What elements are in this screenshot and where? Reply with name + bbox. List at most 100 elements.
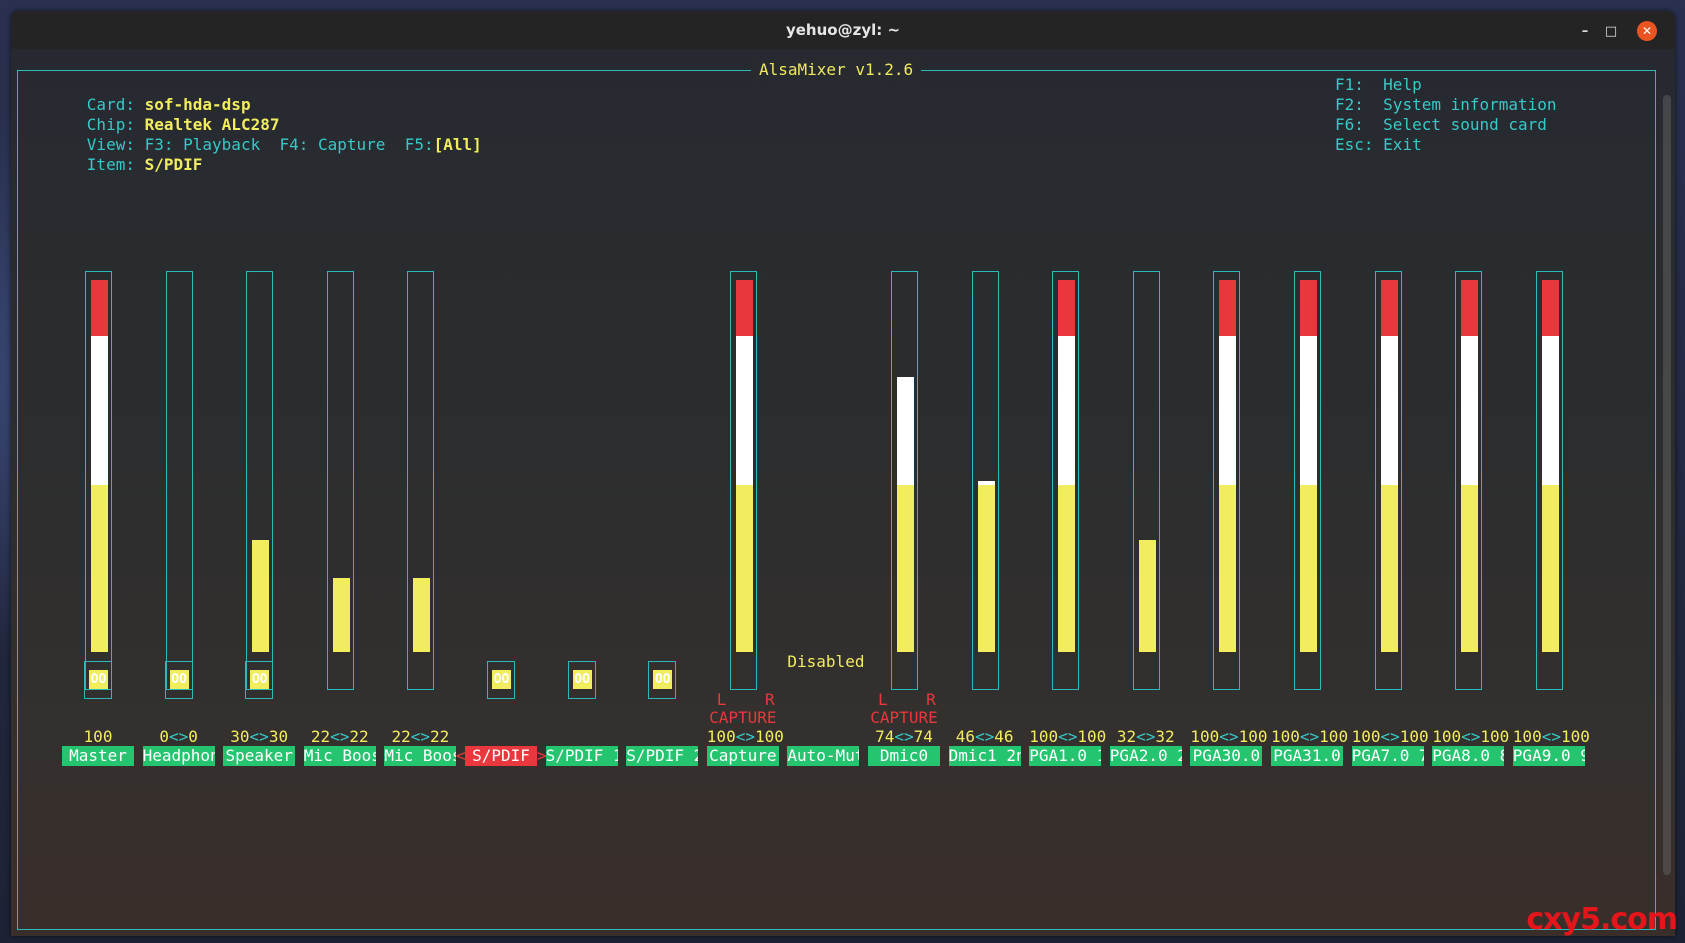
volume-bar[interactable] [326, 271, 354, 690]
volume-fill-low [1380, 485, 1398, 652]
control-name[interactable]: PGA1.0 1 [1029, 746, 1102, 766]
volume-value: 32<>32 [1116, 727, 1175, 746]
volume-fill-low [332, 578, 350, 652]
mute-switch[interactable]: OO [245, 661, 274, 699]
control-name[interactable]: Mic Boos [303, 746, 376, 766]
volume-bar[interactable] [891, 271, 918, 690]
control-name[interactable]: Dmic1 2n [948, 746, 1021, 766]
volume-value: 100 [83, 727, 113, 746]
volume-bar[interactable] [1213, 271, 1241, 690]
control-name[interactable]: PGA9.0 9 [1512, 746, 1585, 766]
volume-value: 74<>74 [875, 727, 933, 746]
view-capture[interactable]: F4: Capture [279, 135, 386, 154]
volume-bar[interactable] [1374, 271, 1402, 690]
volume-bar[interactable] [1455, 271, 1483, 690]
item-info: Item: S/PDIF [29, 135, 203, 195]
volume-value: 100<>100 [1190, 727, 1268, 746]
control-name[interactable]: Capture [706, 746, 779, 766]
chip-value: Realtek ALC287 [144, 115, 280, 134]
control-name[interactable]: PGA31.0 [1271, 746, 1343, 766]
control-name[interactable]: PGA8.0 8 [1432, 746, 1505, 766]
control-name[interactable]: Auto-Mut [787, 746, 860, 766]
volume-value: 100<>100 [1432, 727, 1510, 746]
volume-fill-high [91, 280, 108, 336]
help-line: F1: Help [1335, 75, 1422, 95]
mute-indicator: OO [492, 670, 511, 689]
terminal-area[interactable]: AlsaMixer v1.2.6 Card: sof-hda-dsp Chip:… [11, 49, 1675, 936]
view-info: View: F3: Playback F4: Capture F5:[All] [29, 115, 482, 175]
channel-separator: <> [974, 727, 995, 746]
mute-switch[interactable]: OO [567, 661, 596, 699]
volume-value: 100<>100 [1512, 727, 1590, 746]
volume-fill-low [1541, 485, 1559, 652]
mute-switch[interactable]: OO [648, 661, 677, 699]
control-name[interactable]: S/PDIF [465, 746, 537, 766]
watermark: cxy5.com [1526, 902, 1678, 937]
volume-bar[interactable] [1132, 271, 1160, 690]
control-name[interactable]: Speaker [223, 746, 296, 766]
volume-bar[interactable] [407, 271, 435, 690]
mute-switch[interactable]: OO [84, 661, 112, 699]
volume-fill-low [413, 578, 431, 652]
channel-separator: <> [1541, 727, 1561, 746]
capture-channels: L R [717, 690, 775, 710]
selection-arrow-right: > [537, 746, 547, 765]
volume-bar[interactable] [165, 271, 193, 690]
volume-value: 46<>46 [955, 727, 1014, 746]
control-name[interactable]: Master [62, 746, 134, 766]
channel-separator: <> [1219, 727, 1239, 746]
control-name[interactable]: Dmic0 [868, 746, 940, 766]
left-channel-label: L [716, 690, 727, 709]
volume-bar[interactable] [246, 271, 274, 690]
capture-flag: CAPTURE [870, 708, 938, 727]
volume-fill-mid [735, 336, 753, 485]
control-name[interactable]: S/PDIF 1 [545, 746, 618, 766]
volume-fill-low [91, 485, 108, 652]
help-line: F2: System information [1335, 95, 1557, 115]
card-label: Card: [86, 95, 135, 114]
volume-value: 100<>100 [706, 727, 784, 746]
volume-bar[interactable] [971, 271, 999, 690]
volume-bar[interactable] [1294, 271, 1321, 690]
right-channel-label: R [764, 690, 775, 709]
volume-fill-mid [1219, 336, 1237, 485]
item-label: Item: [86, 155, 135, 174]
scrollbar[interactable] [1663, 95, 1671, 875]
mute-switch[interactable]: OO [164, 661, 193, 699]
help-text: System information [1383, 95, 1557, 114]
maximize-button[interactable]: □ [1604, 23, 1618, 39]
control-name[interactable]: PGA2.0 2 [1109, 746, 1182, 766]
minimize-button[interactable]: – [1581, 23, 1589, 39]
card-info: Card: sof-hda-dsp [29, 75, 251, 135]
view-all-value[interactable]: [All] [433, 135, 482, 154]
volume-fill-mid [1058, 336, 1076, 485]
volume-fill-low [977, 485, 995, 652]
control-name[interactable]: Headphon [142, 746, 215, 766]
volume-value: 0<>0 [159, 727, 198, 746]
control-name[interactable]: PGA30.0 [1190, 746, 1263, 766]
alsamixer-title: AlsaMixer v1.2.6 [751, 59, 922, 81]
view-all-key[interactable]: F5: [404, 135, 434, 154]
close-button[interactable]: ✕ [1637, 21, 1657, 41]
volume-fill-low [1300, 485, 1317, 652]
help-key: F6: [1335, 115, 1384, 134]
capture-channels: L R [878, 690, 936, 710]
volume-bar[interactable] [1535, 271, 1563, 690]
mute-switch[interactable]: OO [487, 661, 515, 699]
capture-flag: CAPTURE [709, 708, 777, 727]
volume-fill-mid [91, 336, 108, 485]
channel-separator: <> [330, 727, 350, 746]
volume-value: 100<>100 [1271, 727, 1349, 746]
volume-fill-high [1219, 280, 1237, 336]
volume-bar[interactable] [729, 271, 757, 690]
view-playback[interactable]: F3: Playback [144, 135, 261, 154]
channel-separator: <> [410, 727, 431, 746]
control-name[interactable]: PGA7.0 7 [1351, 746, 1424, 766]
volume-fill-high [1380, 280, 1398, 336]
volume-bar[interactable] [1052, 271, 1080, 690]
channel-separator: <> [1461, 727, 1481, 746]
volume-bar[interactable] [85, 271, 112, 690]
control-name[interactable]: S/PDIF 2 [626, 746, 699, 766]
mute-indicator: OO [653, 670, 673, 689]
control-name[interactable]: Mic Boos [384, 746, 457, 766]
